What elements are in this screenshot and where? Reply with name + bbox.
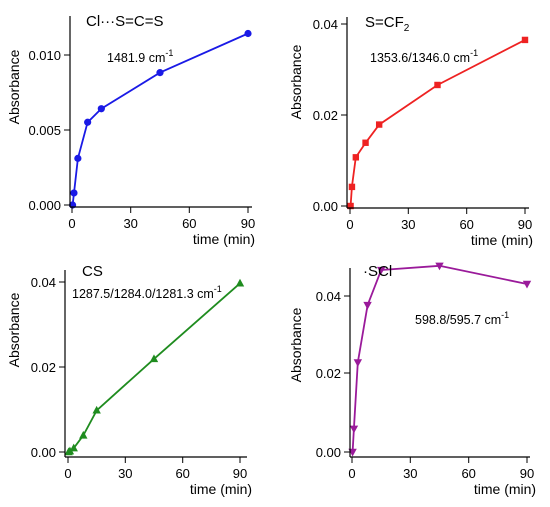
panel-title: S=CF2	[365, 14, 410, 34]
x-tick-label: 60	[461, 466, 475, 481]
y-tick-label: 0.00	[313, 199, 338, 214]
x-axis-title: time (min)	[190, 481, 252, 497]
y-tick-label: 0.04	[313, 17, 338, 32]
data-point	[149, 354, 159, 363]
x-tick-label: 0	[346, 217, 353, 232]
y-axis-title: Absorbance	[288, 307, 304, 382]
y-tick-label: 0.04	[316, 289, 341, 304]
y-tick-label: 0.000	[28, 198, 61, 213]
x-tick-label: 60	[175, 466, 189, 481]
x-tick-label: 90	[518, 217, 532, 232]
x-axis-title: time (min)	[471, 232, 533, 248]
panel-title: CS	[82, 263, 103, 280]
wavenumber-annotation: 1353.6/1346.0 cm-1	[370, 48, 478, 65]
data-point	[92, 405, 101, 414]
data-point	[521, 36, 529, 44]
data-point	[434, 81, 441, 89]
data-point	[65, 446, 75, 455]
panel-cl-scs: 0 30 60 90 0.000 0.005 0.010 Absorbance …	[6, 13, 255, 247]
x-tick-label: 60	[459, 217, 473, 232]
y-tick-label: 0.005	[28, 123, 61, 138]
x-tick-label: 30	[403, 466, 417, 481]
y-tick-label: 0.00	[31, 445, 56, 460]
wavenumber-annotation: 1287.5/1284.0/1281.3 cm-1	[72, 284, 222, 301]
data-point	[156, 69, 164, 77]
data-point	[97, 105, 105, 113]
y-axis-title: Absorbance	[288, 44, 304, 119]
data-point	[363, 301, 372, 310]
x-tick-label: 30	[118, 466, 132, 481]
series-line	[351, 264, 528, 453]
data-point	[352, 154, 360, 161]
y-tick-label: 0.02	[313, 108, 338, 123]
panel-cs: 0 30 60 90 0.00 0.02 0.04 Absorbance tim…	[6, 263, 252, 497]
data-point	[522, 280, 532, 289]
data-point	[362, 139, 369, 146]
y-axis-title: Absorbance	[6, 292, 22, 367]
data-point	[70, 189, 78, 197]
x-tick-label: 90	[233, 466, 247, 481]
data-point	[348, 183, 356, 191]
x-tick-label: 30	[123, 216, 137, 231]
y-tick-label: 0.00	[316, 445, 341, 460]
x-tick-label: 0	[64, 466, 71, 481]
data-point	[244, 29, 252, 38]
data-point	[376, 266, 386, 275]
y-tick-label: 0.010	[28, 48, 61, 63]
panel-title: Cl···S=C=S	[86, 13, 164, 30]
series-line	[68, 282, 241, 453]
data-point	[69, 443, 78, 452]
data-point	[84, 118, 92, 126]
data-point	[349, 425, 359, 434]
x-tick-label: 90	[520, 466, 534, 481]
x-tick-label: 60	[182, 216, 196, 231]
y-tick-label: 0.02	[316, 366, 341, 381]
data-point	[79, 430, 88, 439]
data-point	[74, 154, 82, 162]
x-tick-label: 90	[241, 216, 255, 231]
y-tick-label: 0.04	[31, 275, 56, 290]
wavenumber-annotation: 1481.9 cm-1	[107, 48, 173, 65]
panel-scl: 0 30 60 90 0.00 0.02 0.04 Absorbance tim…	[288, 262, 536, 497]
wavenumber-annotation: 598.8/595.7 cm-1	[415, 310, 509, 327]
y-tick-label: 0.02	[31, 360, 56, 375]
data-point	[435, 262, 444, 271]
x-axis-title: time (min)	[193, 231, 255, 247]
panel-scf2: 0 30 60 90 0.00 0.02 0.04 Absorbance tim…	[288, 14, 533, 248]
x-tick-label: 0	[68, 216, 75, 231]
y-axis-title: Absorbance	[6, 49, 22, 124]
data-point	[235, 278, 245, 287]
data-point	[353, 359, 363, 367]
x-tick-label: 30	[401, 217, 415, 232]
x-tick-label: 0	[348, 466, 355, 481]
x-axis-title: time (min)	[474, 481, 536, 497]
panel-title: ·SCl	[363, 263, 392, 280]
data-point	[347, 202, 354, 210]
data-point	[375, 121, 383, 128]
